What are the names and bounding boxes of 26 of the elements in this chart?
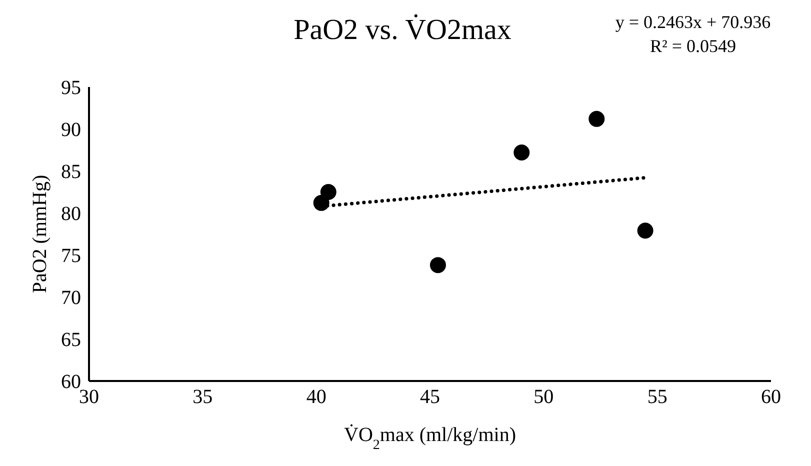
- x-tick-label: 45: [420, 386, 440, 408]
- x-tick-label: 50: [534, 386, 554, 408]
- text: y = 0.2463x + 70.936: [614, 11, 772, 34]
- x-tick-label: 35: [192, 386, 213, 408]
- y-tick-label: 80: [61, 203, 81, 226]
- chart-title: PaO2 vs. V̇O2max: [294, 14, 512, 46]
- y-tick-label: 95: [61, 77, 81, 100]
- x-tick-label: 30: [79, 386, 99, 408]
- point: [430, 257, 446, 274]
- x-axis-title: V̇O$_{2}$max (ml/kg/min): [344, 423, 516, 452]
- y-tick-label: 60: [61, 371, 81, 394]
- point: [588, 110, 605, 127]
- point: [313, 194, 330, 211]
- y-axis-title: PaO2 (mmHg): [28, 174, 51, 294]
- x-tick-label: 40: [306, 386, 326, 408]
- y-tick-label: 75: [61, 245, 81, 268]
- y-tick-label: 85: [61, 161, 81, 184]
- x-tick-label: 55: [647, 386, 668, 408]
- y-tick-label: 70: [61, 287, 81, 310]
- text: R² = 0.0549: [648, 35, 738, 58]
- point: [320, 184, 336, 200]
- point: [637, 222, 654, 239]
- y-tick-label: 90: [61, 119, 81, 142]
- y-tick-label: 65: [61, 329, 81, 352]
- point: [514, 144, 530, 161]
- x-tick-label: 60: [761, 386, 781, 408]
